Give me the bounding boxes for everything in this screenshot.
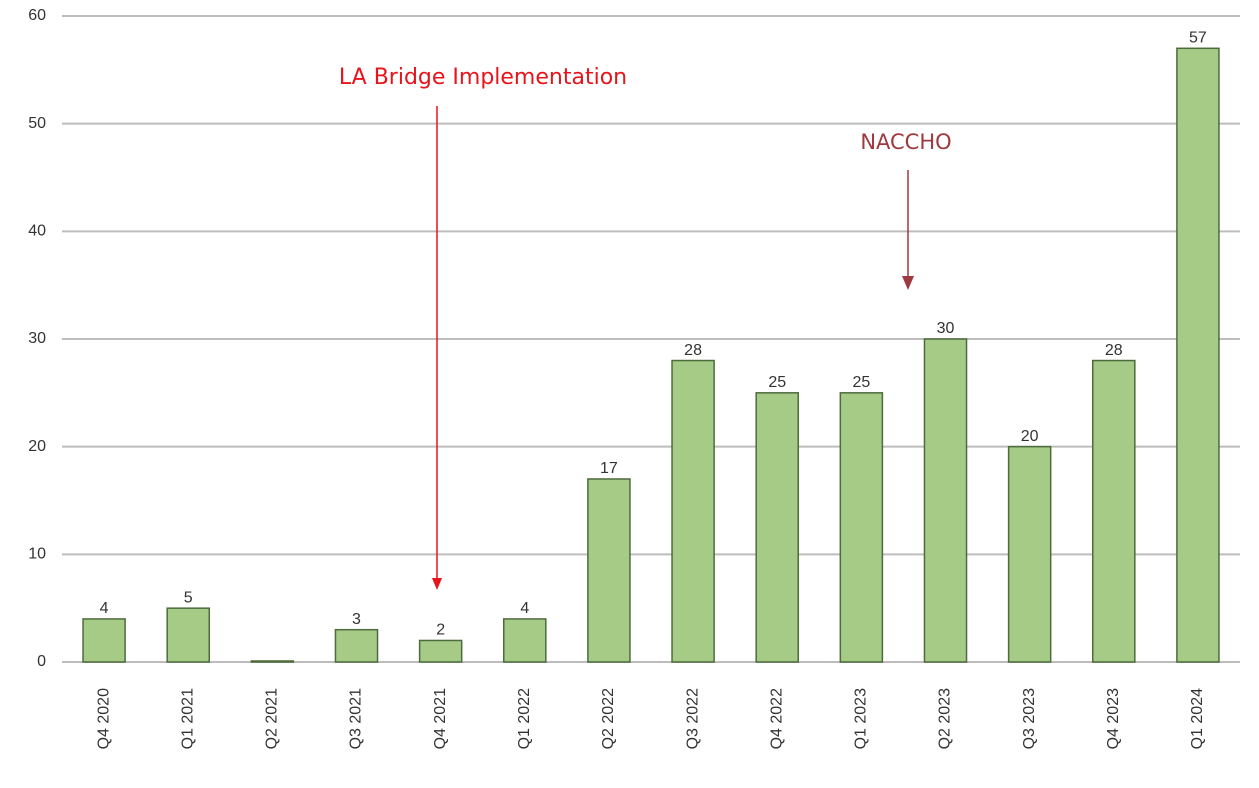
value-label: 20 — [1021, 428, 1039, 445]
y-tick-label: 40 — [28, 223, 46, 240]
value-label: 30 — [937, 320, 955, 337]
arrow-head — [432, 578, 442, 590]
arrow-head — [902, 276, 914, 290]
value-label: 25 — [768, 374, 786, 391]
bar — [755, 392, 800, 663]
value-label: 28 — [1105, 342, 1123, 359]
value-label: 2 — [436, 622, 445, 639]
bar — [166, 607, 211, 663]
x-tick-label: Q4 2023 — [1105, 688, 1122, 749]
x-tick-label: Q3 2023 — [1021, 688, 1038, 749]
bar — [334, 628, 379, 663]
x-tick-label: Q3 2022 — [684, 688, 701, 749]
bar — [1007, 445, 1052, 663]
value-label: 17 — [600, 460, 618, 477]
value-label: 3 — [352, 611, 361, 628]
x-tick-label: Q1 2023 — [853, 688, 870, 749]
bars: Q4 2020 4 Q1 2021 5 Q2 2021 Q3 2021 3 Q4 2021 2 Q… — [82, 30, 1220, 749]
value-label: 28 — [684, 342, 702, 359]
y-tick-label: 60 — [28, 7, 46, 24]
bar — [1176, 47, 1220, 663]
grid: 0 10 20 30 40 50 60 — [28, 7, 1240, 670]
annotation: LA Bridge Implementation — [339, 65, 627, 90]
x-tick-label: Q4 2022 — [768, 688, 785, 749]
x-tick-label: Q1 2021 — [179, 688, 196, 749]
bar — [503, 618, 547, 663]
y-tick-label: 20 — [28, 438, 46, 455]
x-tick-label: Q2 2023 — [937, 688, 954, 749]
value-label: 4 — [100, 600, 109, 617]
x-tick-label: Q2 2021 — [264, 688, 281, 749]
bar — [671, 359, 715, 663]
value-label: 25 — [852, 374, 870, 391]
x-tick-label: Q1 2024 — [1189, 688, 1206, 749]
value-label: 5 — [184, 589, 193, 606]
x-tick-label: Q4 2021 — [432, 688, 449, 749]
value-label: 57 — [1189, 30, 1207, 47]
y-tick-label: 10 — [28, 546, 46, 563]
annotation: NACCHO — [860, 130, 951, 154]
bar — [82, 618, 126, 663]
bar — [418, 639, 463, 663]
value-label: 4 — [520, 600, 529, 617]
x-tick-label: Q4 2020 — [95, 688, 112, 749]
bar — [839, 392, 884, 663]
y-tick-label: 0 — [37, 653, 46, 670]
y-tick-label: 50 — [28, 115, 46, 132]
y-tick-label: 30 — [28, 330, 46, 347]
x-tick-label: Q1 2022 — [516, 688, 533, 749]
x-tick-label: Q2 2022 — [600, 688, 617, 749]
bar — [587, 478, 631, 663]
bar — [923, 338, 968, 663]
bar — [1092, 359, 1136, 663]
x-tick-label: Q3 2021 — [348, 688, 365, 749]
bar — [250, 660, 295, 663]
